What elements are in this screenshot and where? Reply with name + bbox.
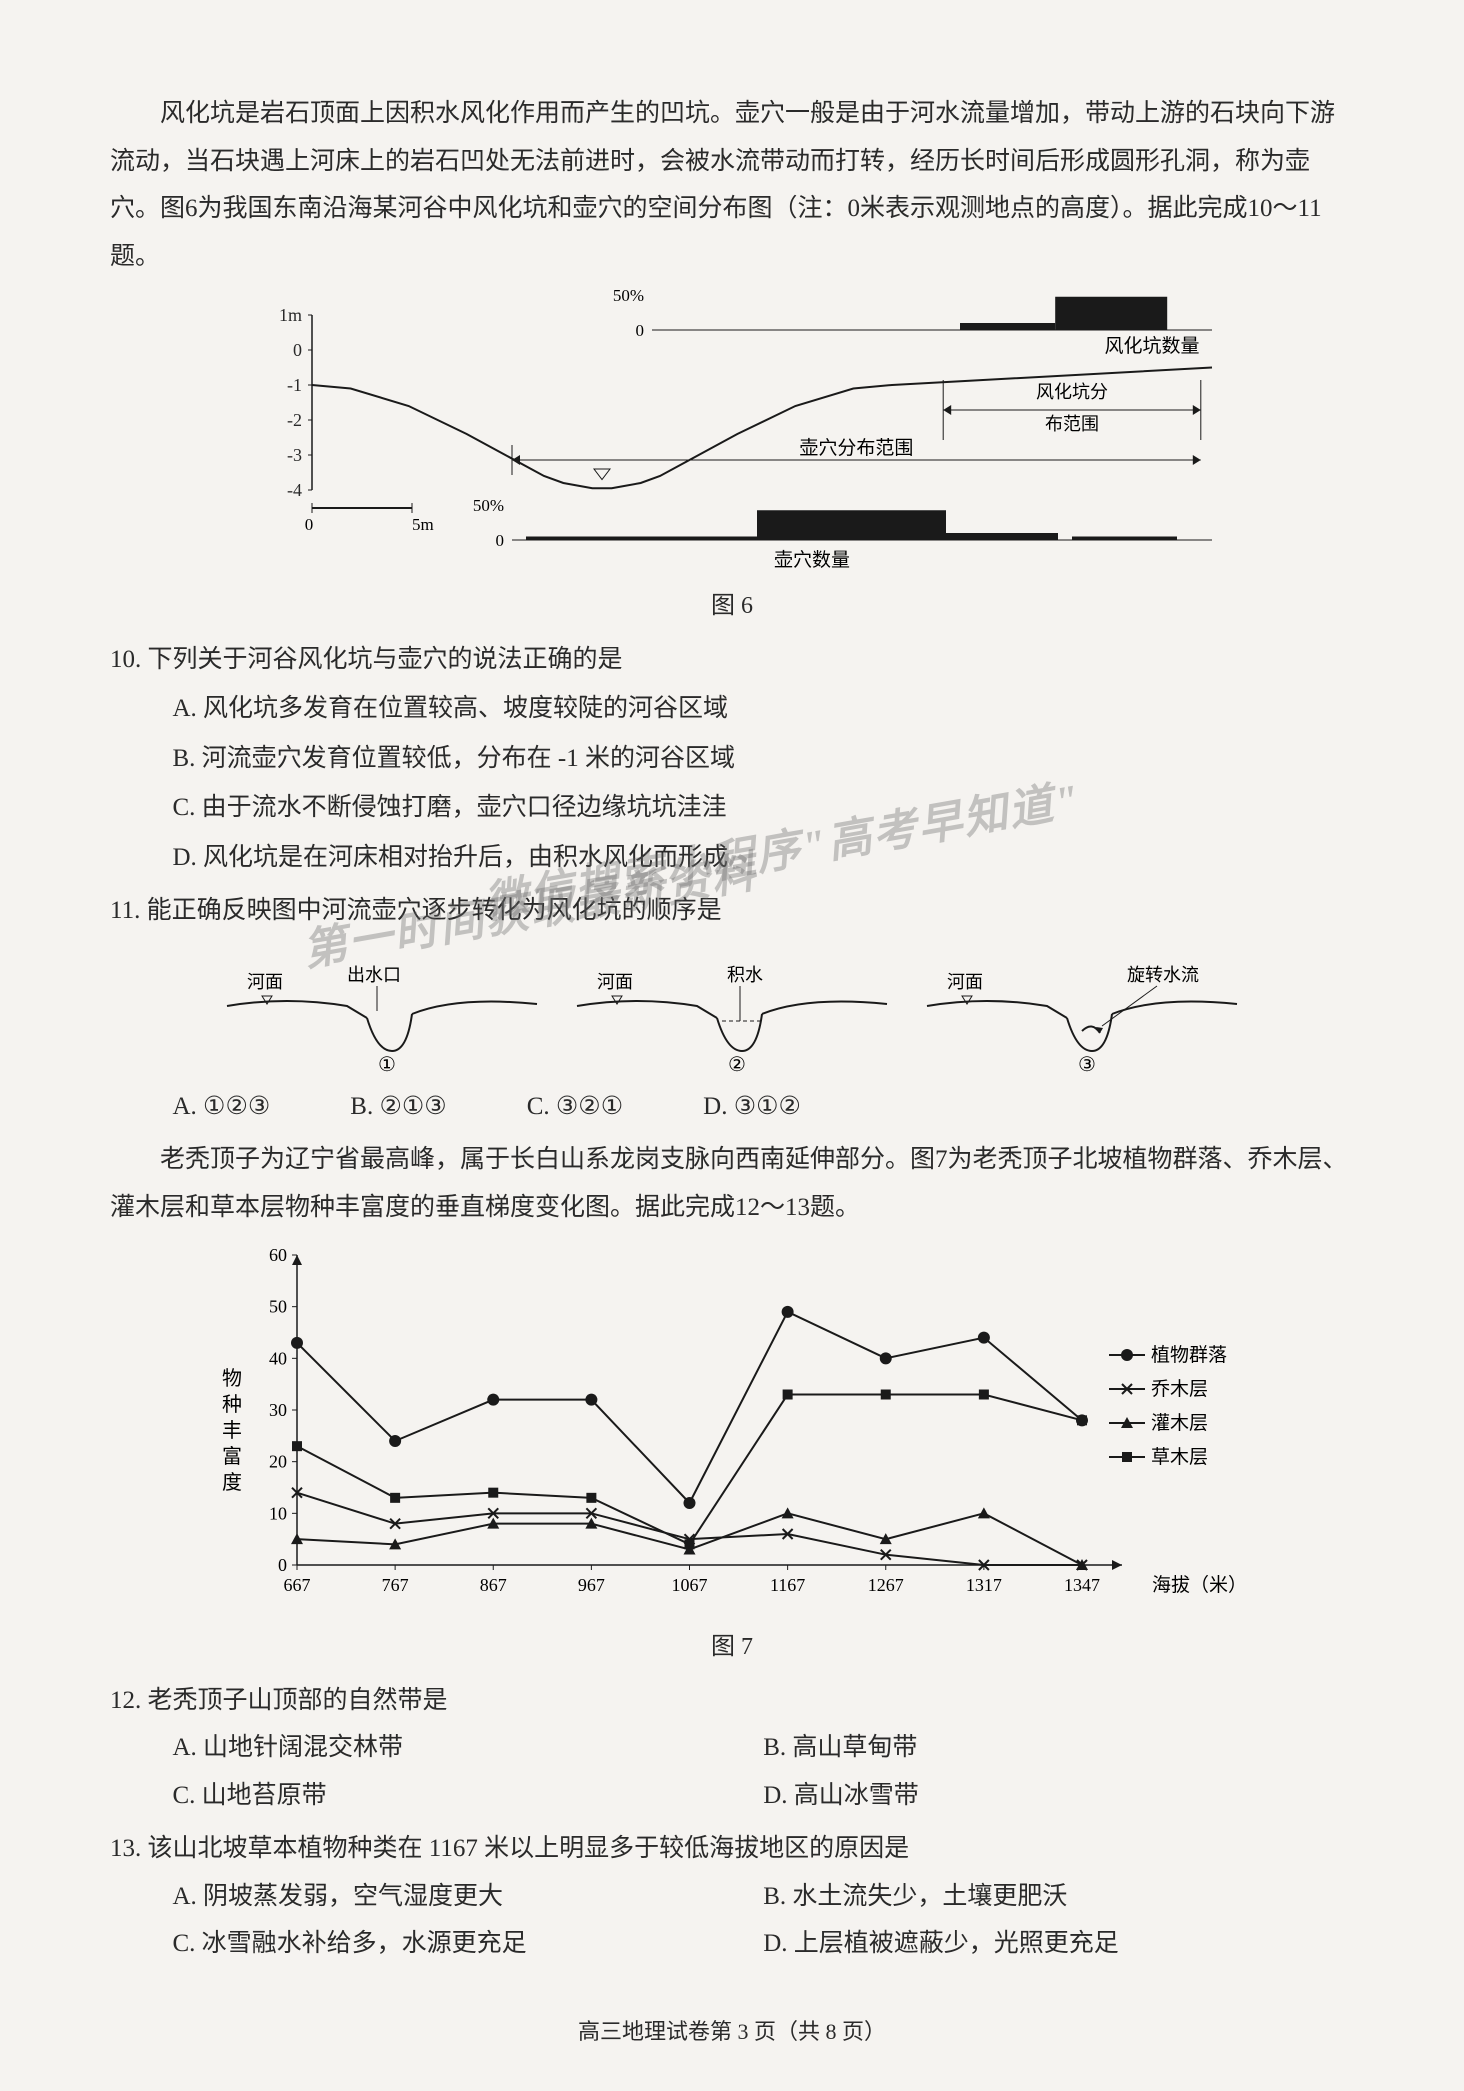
q13-opt-a: A. 阴坡蒸发弱，空气湿度更大 [173,1873,764,1921]
svg-text:河面: 河面 [597,972,633,992]
svg-text:0: 0 [496,531,505,550]
svg-text:风化坑数量: 风化坑数量 [1104,335,1199,357]
svg-text:度: 度 [222,1471,242,1494]
q10-opt-d: D. 风化坑是在河床相对抬升后，由积水风化而形成 [173,834,1355,882]
svg-text:壶穴分布范围: 壶穴分布范围 [799,437,913,459]
svg-text:风化坑分: 风化坑分 [1036,382,1108,402]
question-10: 10. 下列关于河谷风化坑与壶穴的说法正确的是 A. 风化坑多发育在位置较高、坡… [110,636,1354,882]
q12-opt-a: A. 山地针阔混交林带 [173,1724,764,1772]
q12-opt-d: D. 高山冰雪带 [763,1772,1354,1820]
svg-text:③: ③ [1078,1054,1096,1076]
svg-text:旋转水流: 旋转水流 [1127,965,1199,985]
svg-text:0: 0 [636,321,645,340]
svg-text:5m: 5m [412,515,434,534]
q11-opt-c: C. ③②① [527,1083,623,1131]
q10-opt-a: A. 风化坑多发育在位置较高、坡度较陡的河谷区域 [173,685,1355,733]
svg-text:0: 0 [293,340,302,360]
svg-text:20: 20 [269,1452,287,1472]
svg-text:0: 0 [278,1555,287,1575]
q11-opt-d: D. ③①② [703,1083,801,1131]
figure-q11: 河面 出水口 ① 河面 积水 ② 河面 旋转水流 ③ [207,941,1257,1081]
q13-stem: 13. 该山北坡草本植物种类在 1167 米以上明显多于较低海拔地区的原因是 [110,1825,1354,1873]
svg-text:丰: 丰 [222,1419,242,1442]
page-footer: 高三地理试卷第 3 页（共 8 页） [0,2011,1464,2053]
svg-text:967: 967 [578,1575,605,1595]
svg-text:30: 30 [269,1400,287,1420]
svg-text:壶穴数量: 壶穴数量 [774,549,850,571]
svg-text:40: 40 [269,1348,287,1368]
svg-text:60: 60 [269,1245,287,1265]
q13-opt-b: B. 水土流失少，土壤更肥沃 [763,1873,1354,1921]
svg-text:乔木层: 乔木层 [1151,1378,1208,1400]
figure-6: 1m0-1-2-3-405m50%0风化坑数量风化坑分布范围壶穴分布范围50%0… [232,290,1232,580]
passage-intro: 风化坑是岩石顶面上因积水风化作用而产生的凹坑。壶穴一般是由于河水流量增加，带动上… [110,90,1354,280]
q10-opt-c: C. 由于流水不断侵蚀打磨，壶穴口径边缘坑坑洼洼 [173,784,1355,832]
svg-text:50%: 50% [473,496,504,515]
svg-text:1317: 1317 [966,1575,1002,1595]
svg-text:河面: 河面 [947,972,983,992]
q13-opt-c: C. 冰雪融水补给多，水源更充足 [173,1920,764,1968]
question-11: 11. 能正确反映图中河流壶穴逐步转化为风化坑的顺序是 河面出水口①河面积水②河… [110,887,1354,1130]
svg-text:50: 50 [269,1297,287,1317]
svg-text:①: ① [378,1054,396,1076]
svg-text:767: 767 [382,1575,409,1595]
svg-text:植物群落: 植物群落 [1151,1344,1227,1366]
figure-6-caption: 图 6 [110,584,1354,630]
svg-text:-3: -3 [287,445,302,465]
svg-text:1167: 1167 [770,1575,805,1595]
svg-text:1347: 1347 [1064,1575,1100,1595]
q10-stem: 10. 下列关于河谷风化坑与壶穴的说法正确的是 [110,636,1354,684]
q13-opt-d: D. 上层植被遮蔽少，光照更充足 [763,1920,1354,1968]
figure-7: 0 10 20 30 40 50 60 667 767 867 967 1067 1167 1267 131… [202,1235,1262,1625]
q11-opt-a: A. ①②③ [173,1083,271,1131]
svg-text:布范围: 布范围 [1045,414,1099,434]
q11-opt-b: B. ②①③ [350,1083,446,1131]
svg-text:②: ② [728,1054,746,1076]
svg-text:物: 物 [222,1367,242,1390]
svg-text:1067: 1067 [672,1575,708,1595]
q12-opt-b: B. 高山草甸带 [763,1724,1354,1772]
passage-intro-2: 老秃顶子为辽宁省最高峰，属于长白山系龙岗支脉向西南延伸部分。图7为老秃顶子北坡植… [110,1136,1354,1231]
q12-stem: 12. 老秃顶子山顶部的自然带是 [110,1677,1354,1725]
svg-text:出水口: 出水口 [347,965,401,985]
svg-text:667: 667 [284,1575,311,1595]
figure-7-caption: 图 7 [110,1625,1354,1671]
svg-text:海拔（米）: 海拔（米） [1152,1574,1247,1596]
question-13: 13. 该山北坡草本植物种类在 1167 米以上明显多于较低海拔地区的原因是 A… [110,1825,1354,1968]
svg-text:867: 867 [480,1575,507,1595]
svg-text:富: 富 [222,1445,242,1468]
svg-text:50%: 50% [613,290,644,305]
svg-text:-1: -1 [287,375,302,395]
svg-text:1m: 1m [279,305,302,325]
svg-text:草木层: 草木层 [1151,1446,1208,1468]
question-12: 12. 老秃顶子山顶部的自然带是 A. 山地针阔混交林带 B. 高山草甸带 C.… [110,1677,1354,1820]
svg-text:10: 10 [269,1503,287,1523]
svg-text:种: 种 [222,1393,242,1416]
svg-text:-4: -4 [287,480,302,500]
svg-text:-2: -2 [287,410,302,430]
svg-text:0: 0 [305,515,314,534]
q11-stem: 11. 能正确反映图中河流壶穴逐步转化为风化坑的顺序是 [110,887,1354,935]
svg-text:1267: 1267 [868,1575,904,1595]
svg-text:河面: 河面 [247,972,283,992]
q12-opt-c: C. 山地苔原带 [173,1772,764,1820]
svg-text:积水: 积水 [727,965,763,985]
q10-opt-b: B. 河流壶穴发育位置较低，分布在 -1 米的河谷区域 [173,735,1355,783]
svg-text:灌木层: 灌木层 [1151,1412,1208,1434]
